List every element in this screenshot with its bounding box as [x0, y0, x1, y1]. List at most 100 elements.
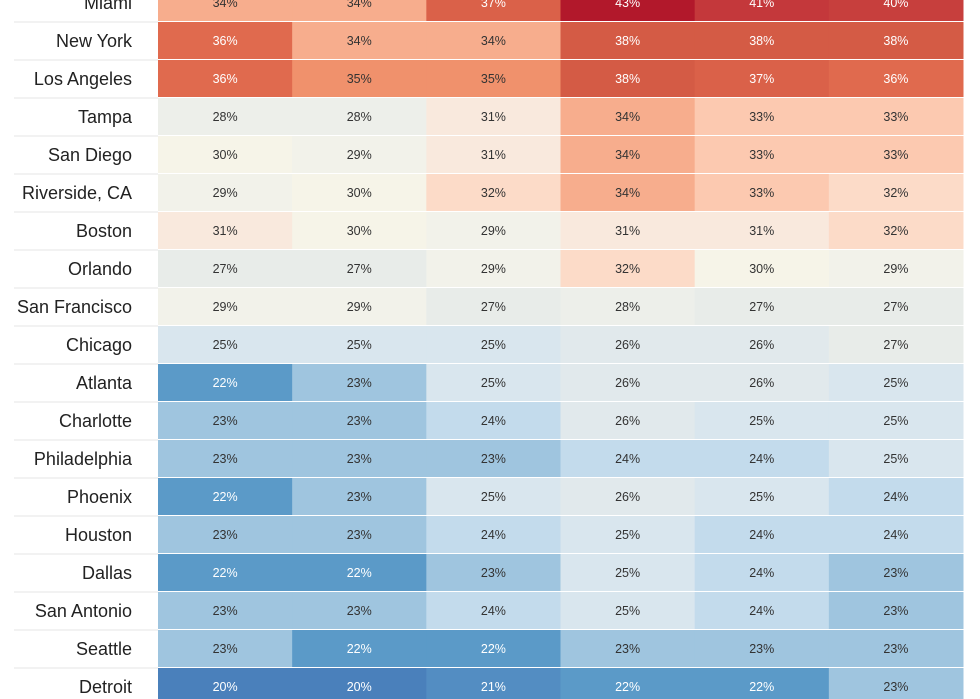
heatmap-cell-houston-5 — [694, 516, 830, 553]
heatmap-cell-phoenix-3 — [426, 478, 561, 515]
heatmap-cell-detroit-5 — [694, 668, 830, 699]
cell-label-san-antonio-6: 23% — [883, 604, 908, 618]
heatmap-cell-houston-1 — [158, 516, 293, 553]
cell-label-los-angeles-1: 36% — [213, 72, 238, 86]
heatmap-cell-new-york-6 — [828, 22, 964, 59]
row-label-los-angeles: Los Angeles — [34, 69, 132, 89]
heatmap-cell-miami-3 — [426, 0, 561, 21]
heatmap-cell-tampa-1 — [158, 98, 293, 135]
cell-label-chicago-5: 26% — [749, 338, 774, 352]
cell-label-charlotte-2: 23% — [347, 414, 372, 428]
cell-label-houston-2: 23% — [347, 528, 372, 542]
cell-label-san-francisco-1: 29% — [213, 300, 238, 314]
heatmap-cell-los-angeles-5 — [694, 60, 830, 97]
cell-label-riverside-ca-4: 34% — [615, 186, 640, 200]
heatmap-cell-chicago-6 — [828, 326, 964, 363]
row-label-seattle: Seattle — [76, 639, 132, 659]
heatmap-cell-san-francisco-1 — [158, 288, 293, 325]
cell-label-seattle-5: 23% — [749, 642, 774, 656]
heatmap-cell-chicago-4 — [560, 326, 696, 363]
heatmap-cell-miami-2 — [292, 0, 427, 21]
heatmap-cell-san-antonio-4 — [560, 592, 696, 629]
heatmap-cell-new-york-1 — [158, 22, 293, 59]
cell-label-detroit-6: 23% — [883, 680, 908, 694]
row-label-phoenix: Phoenix — [67, 487, 132, 507]
cell-label-san-antonio-5: 24% — [749, 604, 774, 618]
heatmap-cell-san-francisco-5 — [694, 288, 830, 325]
cell-label-houston-4: 25% — [615, 528, 640, 542]
row-label-boston: Boston — [76, 221, 132, 241]
heatmap-cell-orlando-4 — [560, 250, 696, 287]
heatmap-cell-phoenix-4 — [560, 478, 696, 515]
cell-label-phoenix-4: 26% — [615, 490, 640, 504]
cell-label-los-angeles-3: 35% — [481, 72, 506, 86]
heatmap-cell-los-angeles-6 — [828, 60, 964, 97]
heatmap-cell-chicago-2 — [292, 326, 427, 363]
cell-label-orlando-1: 27% — [213, 262, 238, 276]
cell-label-san-diego-2: 29% — [347, 148, 372, 162]
heatmap-cell-detroit-1 — [158, 668, 293, 699]
cell-label-dallas-1: 22% — [213, 566, 238, 580]
heatmap-cell-riverside-ca-4 — [560, 174, 696, 211]
cell-label-dallas-6: 23% — [883, 566, 908, 580]
heatmap-cell-san-francisco-3 — [426, 288, 561, 325]
row-label-atlanta: Atlanta — [76, 373, 133, 393]
cell-label-tampa-3: 31% — [481, 110, 506, 124]
heatmap-cell-seattle-4 — [560, 630, 696, 667]
heatmap-cell-dallas-2 — [292, 554, 427, 591]
cell-label-san-antonio-3: 24% — [481, 604, 506, 618]
cell-label-miami-4: 43% — [615, 0, 640, 10]
heatmap-cell-boston-5 — [694, 212, 830, 249]
cell-label-riverside-ca-5: 33% — [749, 186, 774, 200]
cell-label-miami-3: 37% — [481, 0, 506, 10]
heatmap-cell-seattle-2 — [292, 630, 427, 667]
heatmap-cell-philadelphia-5 — [694, 440, 830, 477]
heatmap-cell-orlando-1 — [158, 250, 293, 287]
heatmap-cell-san-diego-2 — [292, 136, 427, 173]
heatmap-cell-detroit-6 — [828, 668, 964, 699]
cell-label-orlando-3: 29% — [481, 262, 506, 276]
heatmap-cell-san-antonio-2 — [292, 592, 427, 629]
cell-label-charlotte-5: 25% — [749, 414, 774, 428]
heatmap-cell-los-angeles-2 — [292, 60, 427, 97]
heatmap-cell-charlotte-2 — [292, 402, 427, 439]
heatmap-cell-atlanta-4 — [560, 364, 696, 401]
heatmap-cell-phoenix-5 — [694, 478, 830, 515]
heatmap-cell-san-antonio-5 — [694, 592, 830, 629]
heatmap-cell-san-antonio-3 — [426, 592, 561, 629]
cell-label-dallas-5: 24% — [749, 566, 774, 580]
row-label-riverside-ca: Riverside, CA — [22, 183, 132, 203]
heatmap-cell-phoenix-2 — [292, 478, 427, 515]
heatmap-cell-boston-2 — [292, 212, 427, 249]
heatmap-cell-san-diego-4 — [560, 136, 696, 173]
heatmap-cell-chicago-5 — [694, 326, 830, 363]
row-label-dallas: Dallas — [82, 563, 132, 583]
heatmap-cell-philadelphia-1 — [158, 440, 293, 477]
cell-label-riverside-ca-1: 29% — [213, 186, 238, 200]
heatmap-cell-los-angeles-3 — [426, 60, 561, 97]
heatmap-cell-new-york-4 — [560, 22, 696, 59]
heatmap-cell-charlotte-5 — [694, 402, 830, 439]
heatmap-cell-atlanta-3 — [426, 364, 561, 401]
cell-label-tampa-6: 33% — [883, 110, 908, 124]
cell-label-boston-1: 31% — [213, 224, 238, 238]
cell-label-miami-6: 40% — [883, 0, 908, 10]
heatmap-cell-los-angeles-4 — [560, 60, 696, 97]
cell-label-philadelphia-6: 25% — [883, 452, 908, 466]
cell-label-houston-6: 24% — [883, 528, 908, 542]
heatmap-cell-atlanta-5 — [694, 364, 830, 401]
row-label-detroit: Detroit — [79, 677, 132, 697]
cell-label-tampa-1: 28% — [213, 110, 238, 124]
cell-label-boston-3: 29% — [481, 224, 506, 238]
cell-label-philadelphia-1: 23% — [213, 452, 238, 466]
row-label-san-francisco: San Francisco — [17, 297, 132, 317]
heatmap-cell-riverside-ca-1 — [158, 174, 293, 211]
cell-label-chicago-6: 27% — [883, 338, 908, 352]
cell-label-los-angeles-5: 37% — [749, 72, 774, 86]
cell-label-los-angeles-6: 36% — [883, 72, 908, 86]
heatmap-cell-san-francisco-4 — [560, 288, 696, 325]
cell-label-detroit-3: 21% — [481, 680, 506, 694]
cell-label-seattle-3: 22% — [481, 642, 506, 656]
cell-label-detroit-4: 22% — [615, 680, 640, 694]
heatmap-cell-atlanta-2 — [292, 364, 427, 401]
